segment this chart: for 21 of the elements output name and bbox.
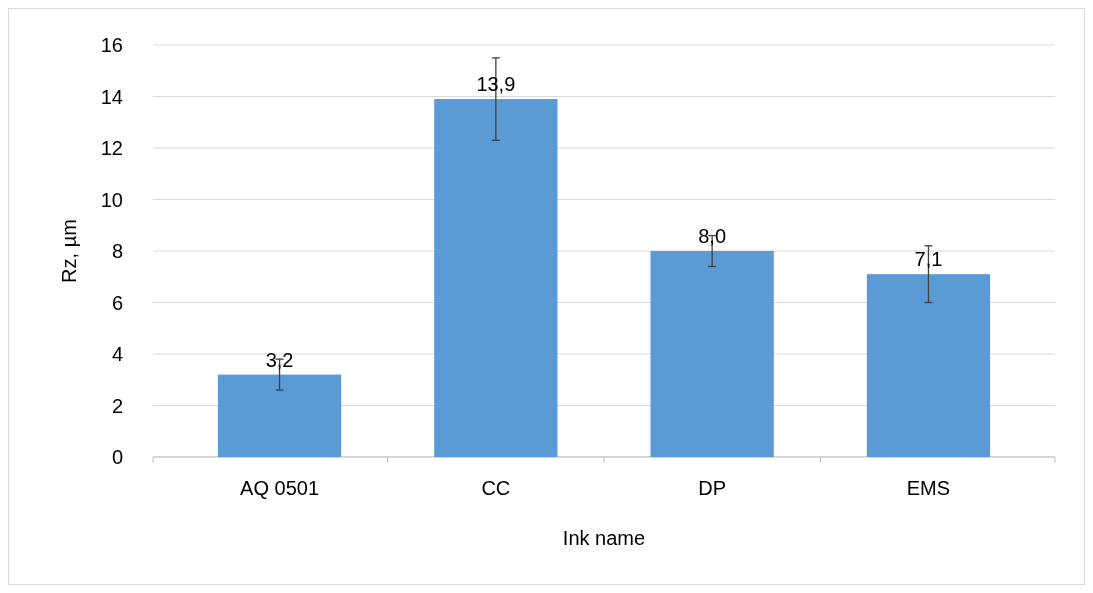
y-tick-label: 0 (111, 446, 123, 468)
y-tick-label: 14 (100, 85, 123, 108)
y-tick-label: 12 (100, 137, 123, 159)
y-tick-label: 16 (100, 34, 123, 56)
y-tick-label: 4 (111, 343, 123, 365)
x-tick-label: EMS (906, 477, 951, 499)
x-axis-title: Ink name (562, 527, 646, 549)
data-label: 3,2 (265, 348, 294, 371)
y-axis-title: Rz, µm (58, 219, 80, 283)
y-tick-label: 6 (111, 291, 123, 314)
bar (650, 251, 774, 457)
x-tick-label: CC (481, 477, 511, 499)
bar (866, 274, 991, 457)
x-tick-label: AQ 0501 (240, 477, 320, 499)
bar (217, 374, 342, 457)
bar (434, 99, 558, 457)
y-tick-label: 8 (111, 240, 123, 262)
x-tick-label: DP (698, 477, 727, 499)
data-label: 8,0 (698, 225, 727, 247)
y-tick-label: 10 (100, 188, 123, 211)
y-tick-label: 2 (111, 394, 123, 417)
